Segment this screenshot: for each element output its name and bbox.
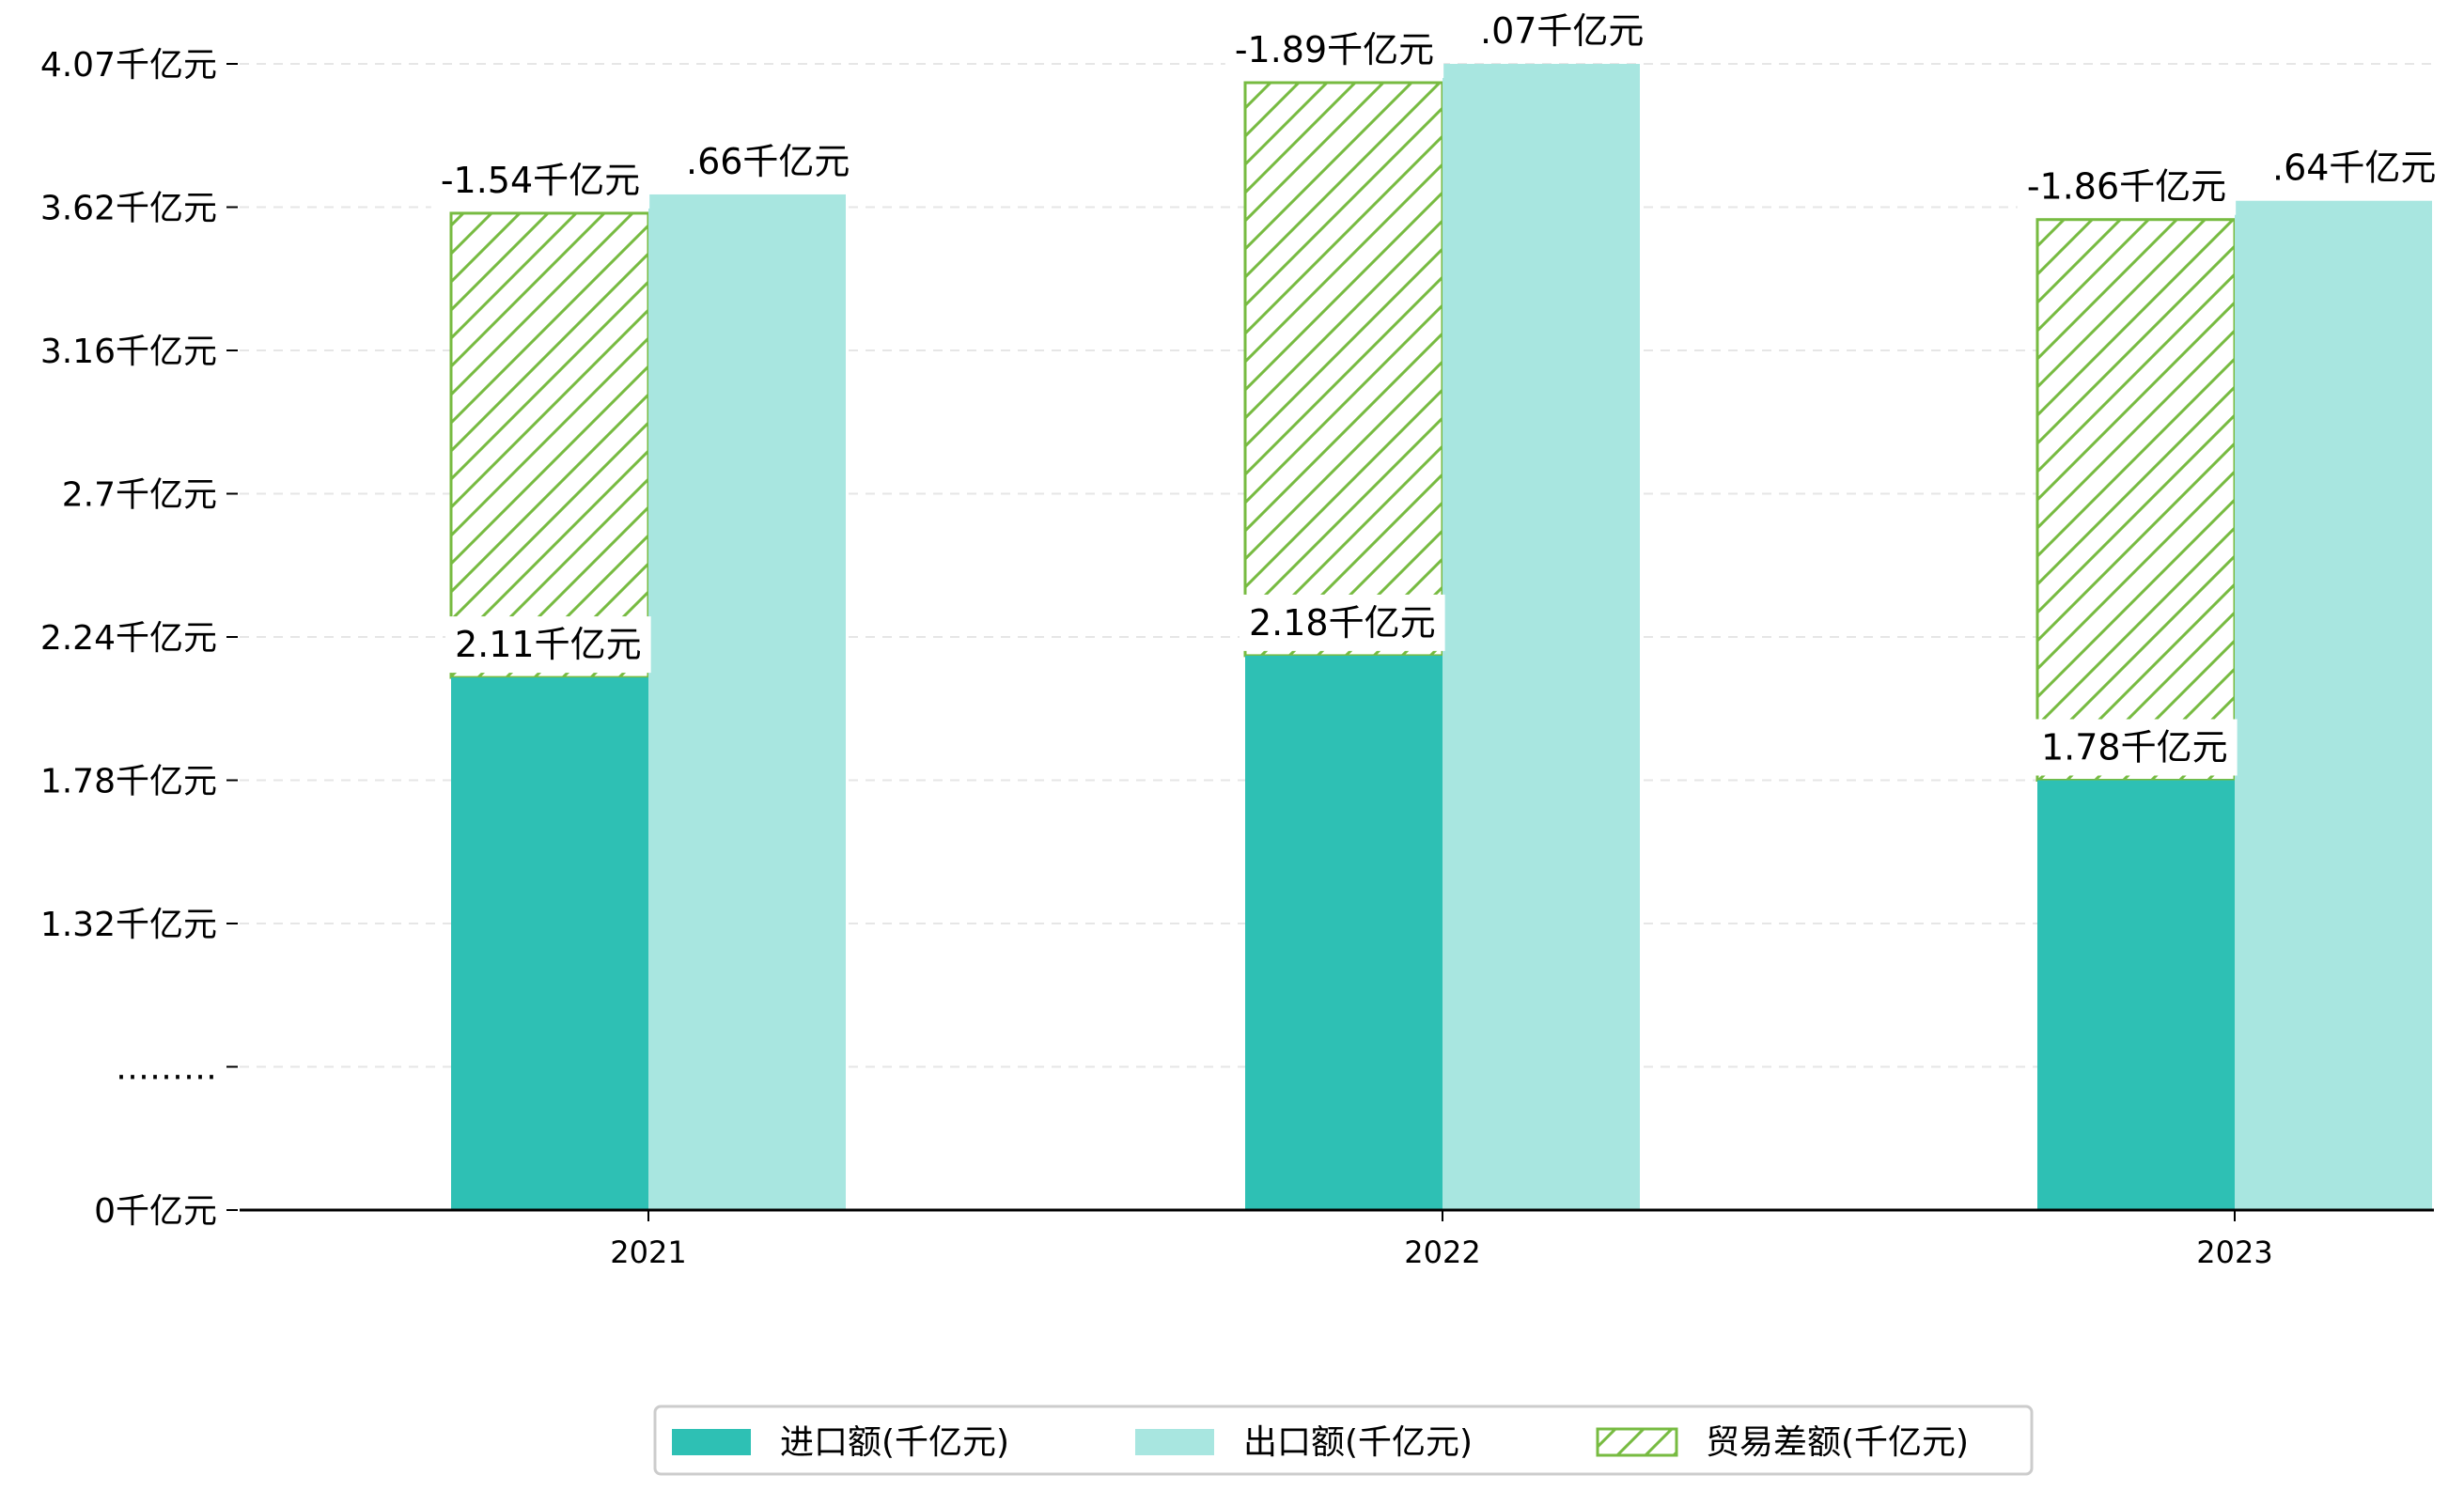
legend-swatch[interactable] <box>1135 1429 1214 1455</box>
y-tick-label: 1.78千亿元 <box>40 763 217 801</box>
data-label-trade-balance: -1.89千亿元 <box>1235 29 1434 70</box>
axes: 0千亿元 ……… 1.32千亿元 1.78千亿元 2.24千亿元 2.7千亿元 3.16千亿… <box>40 46 2434 1270</box>
data-label-export: .64千亿元 <box>2272 147 2436 189</box>
legend-label[interactable]: 出口额(千亿元) <box>1243 1423 1473 1462</box>
legend-swatch[interactable] <box>672 1429 751 1455</box>
data-label-trade-balance: -1.54千亿元 <box>441 160 640 201</box>
data-labels: 2.11千亿元 -1.54千亿元 .66千亿元 2.18千亿元 -1.89千亿元 .07千… <box>430 3 2446 776</box>
legend[interactable]: 进口额(千亿元) 出口额(千亿元) 贸易差额(千亿元) <box>653 1405 2034 1476</box>
data-label-import-bg <box>445 616 651 674</box>
data-label-import: 1.78千亿元 <box>2041 727 2228 769</box>
data-label-export-bg <box>2263 139 2446 196</box>
bars <box>449 64 2432 1211</box>
bar-import <box>451 677 648 1210</box>
data-label-export: .07千亿元 <box>1480 10 1644 52</box>
y-tick-label: 3.16千亿元 <box>40 333 217 371</box>
legend-label[interactable]: 贸易差额(千亿元) <box>1706 1423 1969 1462</box>
bar-trade-balance <box>1243 81 1444 658</box>
data-label-export: .66千亿元 <box>686 141 850 182</box>
y-tick-label: 1.32千亿元 <box>40 906 217 944</box>
data-label-export-bg <box>677 132 860 190</box>
data-label-trade-balance-bg <box>1224 22 1444 78</box>
bar-trade-balance <box>2035 218 2237 782</box>
bar-import <box>1245 655 1443 1210</box>
bar-import <box>2037 780 2235 1210</box>
bar-export <box>648 194 846 1210</box>
x-tick-label: 2022 <box>1404 1234 1480 1270</box>
data-label-import: 2.18千亿元 <box>1249 602 1436 644</box>
legend-frame <box>653 1405 2034 1476</box>
x-tick-label: 2021 <box>610 1234 686 1270</box>
y-tick-label: 3.62千亿元 <box>40 190 217 228</box>
data-label-import-bg <box>1240 594 1445 651</box>
y-tick-label: 0千亿元 <box>94 1192 217 1231</box>
data-label-trade-balance: -1.86千亿元 <box>2027 166 2226 208</box>
x-tick-label: 2023 <box>2196 1234 2272 1270</box>
y-tick-label: 2.7千亿元 <box>62 476 217 515</box>
legend-swatch[interactable] <box>1596 1427 1678 1457</box>
bar-export <box>1443 64 1640 1210</box>
data-label-import-bg <box>2032 719 2238 776</box>
bar-export <box>2235 200 2432 1211</box>
legend-label[interactable]: 进口额(千亿元) <box>780 1423 1009 1462</box>
bar-trade-balance <box>449 211 650 679</box>
data-label-trade-balance-bg <box>430 151 650 209</box>
data-label-import: 2.11千亿元 <box>455 624 642 665</box>
data-label-export-bg <box>1471 3 1654 59</box>
y-tick-label: ……… <box>116 1049 217 1088</box>
y-tick-label: 4.07千亿元 <box>40 46 217 85</box>
data-label-trade-balance-bg <box>2017 158 2237 215</box>
y-tick-label: 2.24千亿元 <box>40 619 217 658</box>
